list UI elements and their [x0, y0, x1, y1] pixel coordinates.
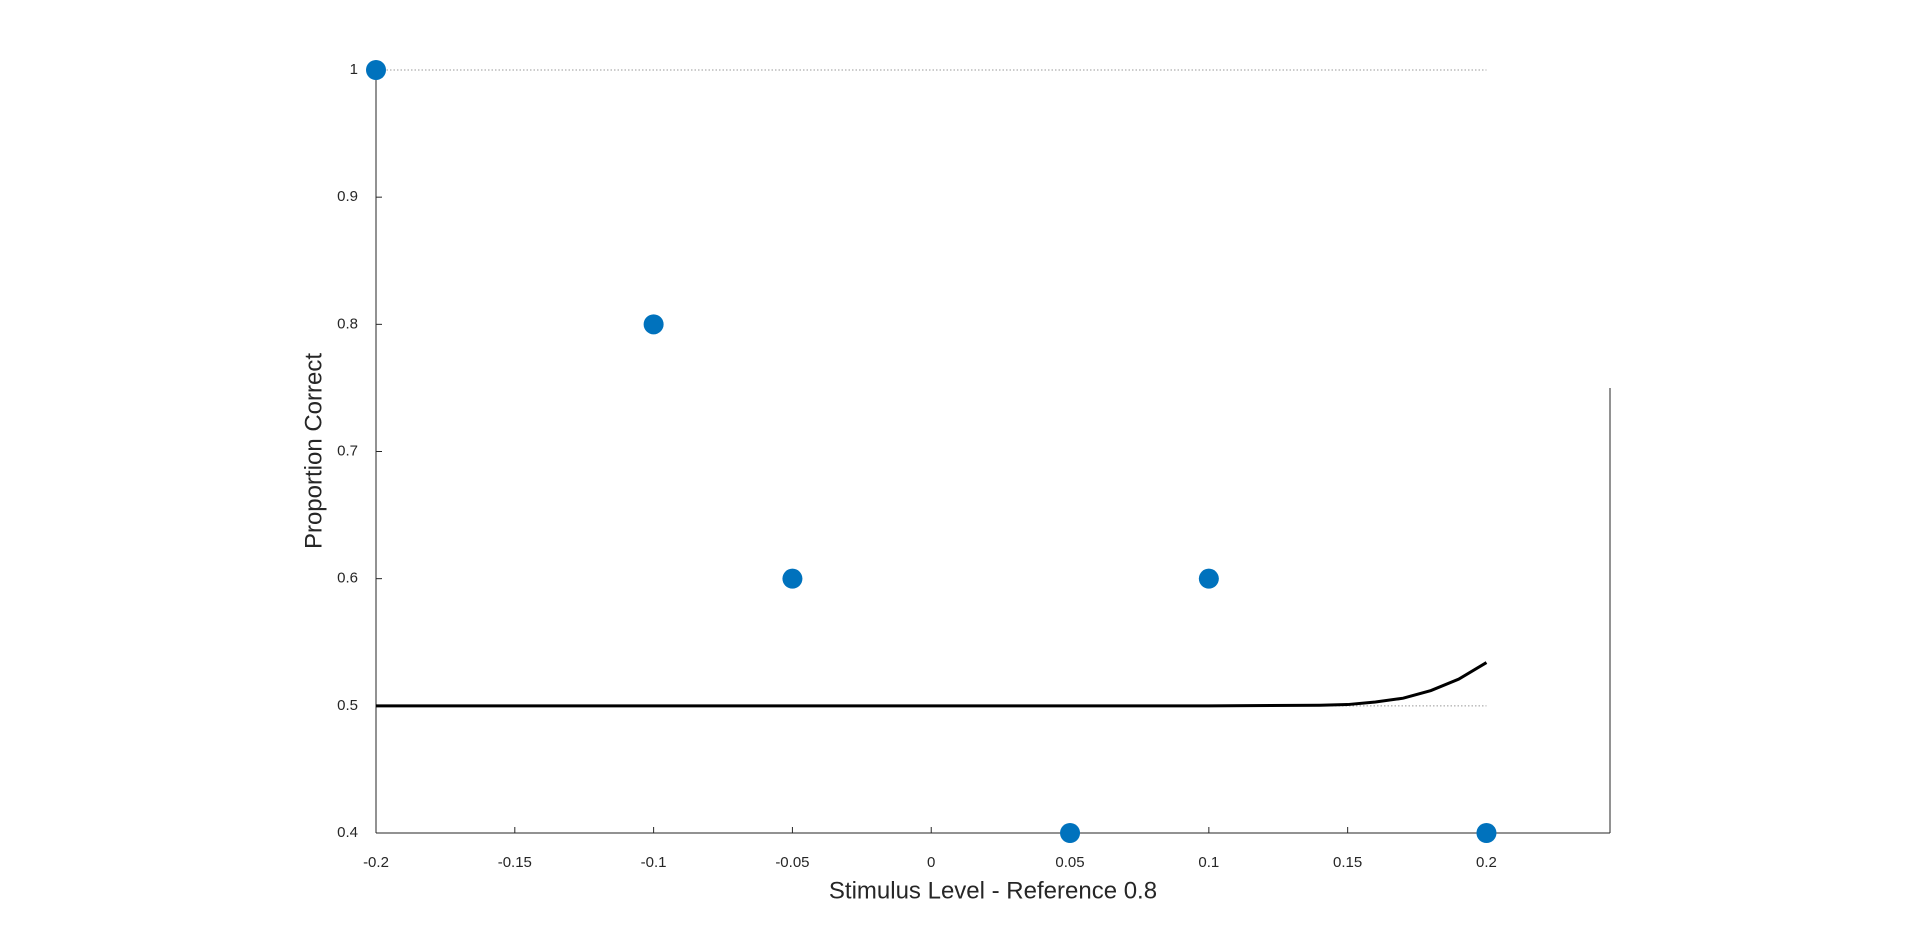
x-tick-label: -0.1: [641, 854, 667, 871]
data-point: [1198, 568, 1219, 589]
y-tick-label: 0.8: [337, 315, 358, 332]
x-tick-label: 0: [927, 854, 935, 871]
x-tick-label: -0.2: [363, 854, 389, 871]
x-tick-label: 0.2: [1476, 854, 1497, 871]
data-point: [1476, 823, 1497, 843]
data-point: [643, 314, 664, 335]
y-tick-label: 0.6: [337, 570, 358, 587]
data-point: [1060, 823, 1081, 843]
y-tick-label: 1: [350, 61, 358, 78]
y-tick-label: 0.5: [337, 697, 358, 714]
x-tick-label: 0.15: [1333, 854, 1362, 871]
x-tick-label: 0.05: [1055, 854, 1084, 871]
y-tick-label: 0.9: [337, 188, 358, 205]
fit-curve: [376, 661, 1488, 708]
x-tick-label: 0.1: [1198, 854, 1219, 871]
y-axis-label: Proportion Correct: [300, 353, 327, 549]
y-tick-label: 0.4: [337, 824, 358, 841]
x-tick-label: -0.15: [498, 854, 532, 871]
data-point: [782, 568, 803, 589]
y-tick-label: 0.7: [337, 442, 358, 459]
x-tick-label: -0.05: [775, 854, 809, 871]
x-axis-label: Stimulus Level - Reference 0.8: [829, 877, 1157, 904]
data-point: [366, 60, 386, 80]
